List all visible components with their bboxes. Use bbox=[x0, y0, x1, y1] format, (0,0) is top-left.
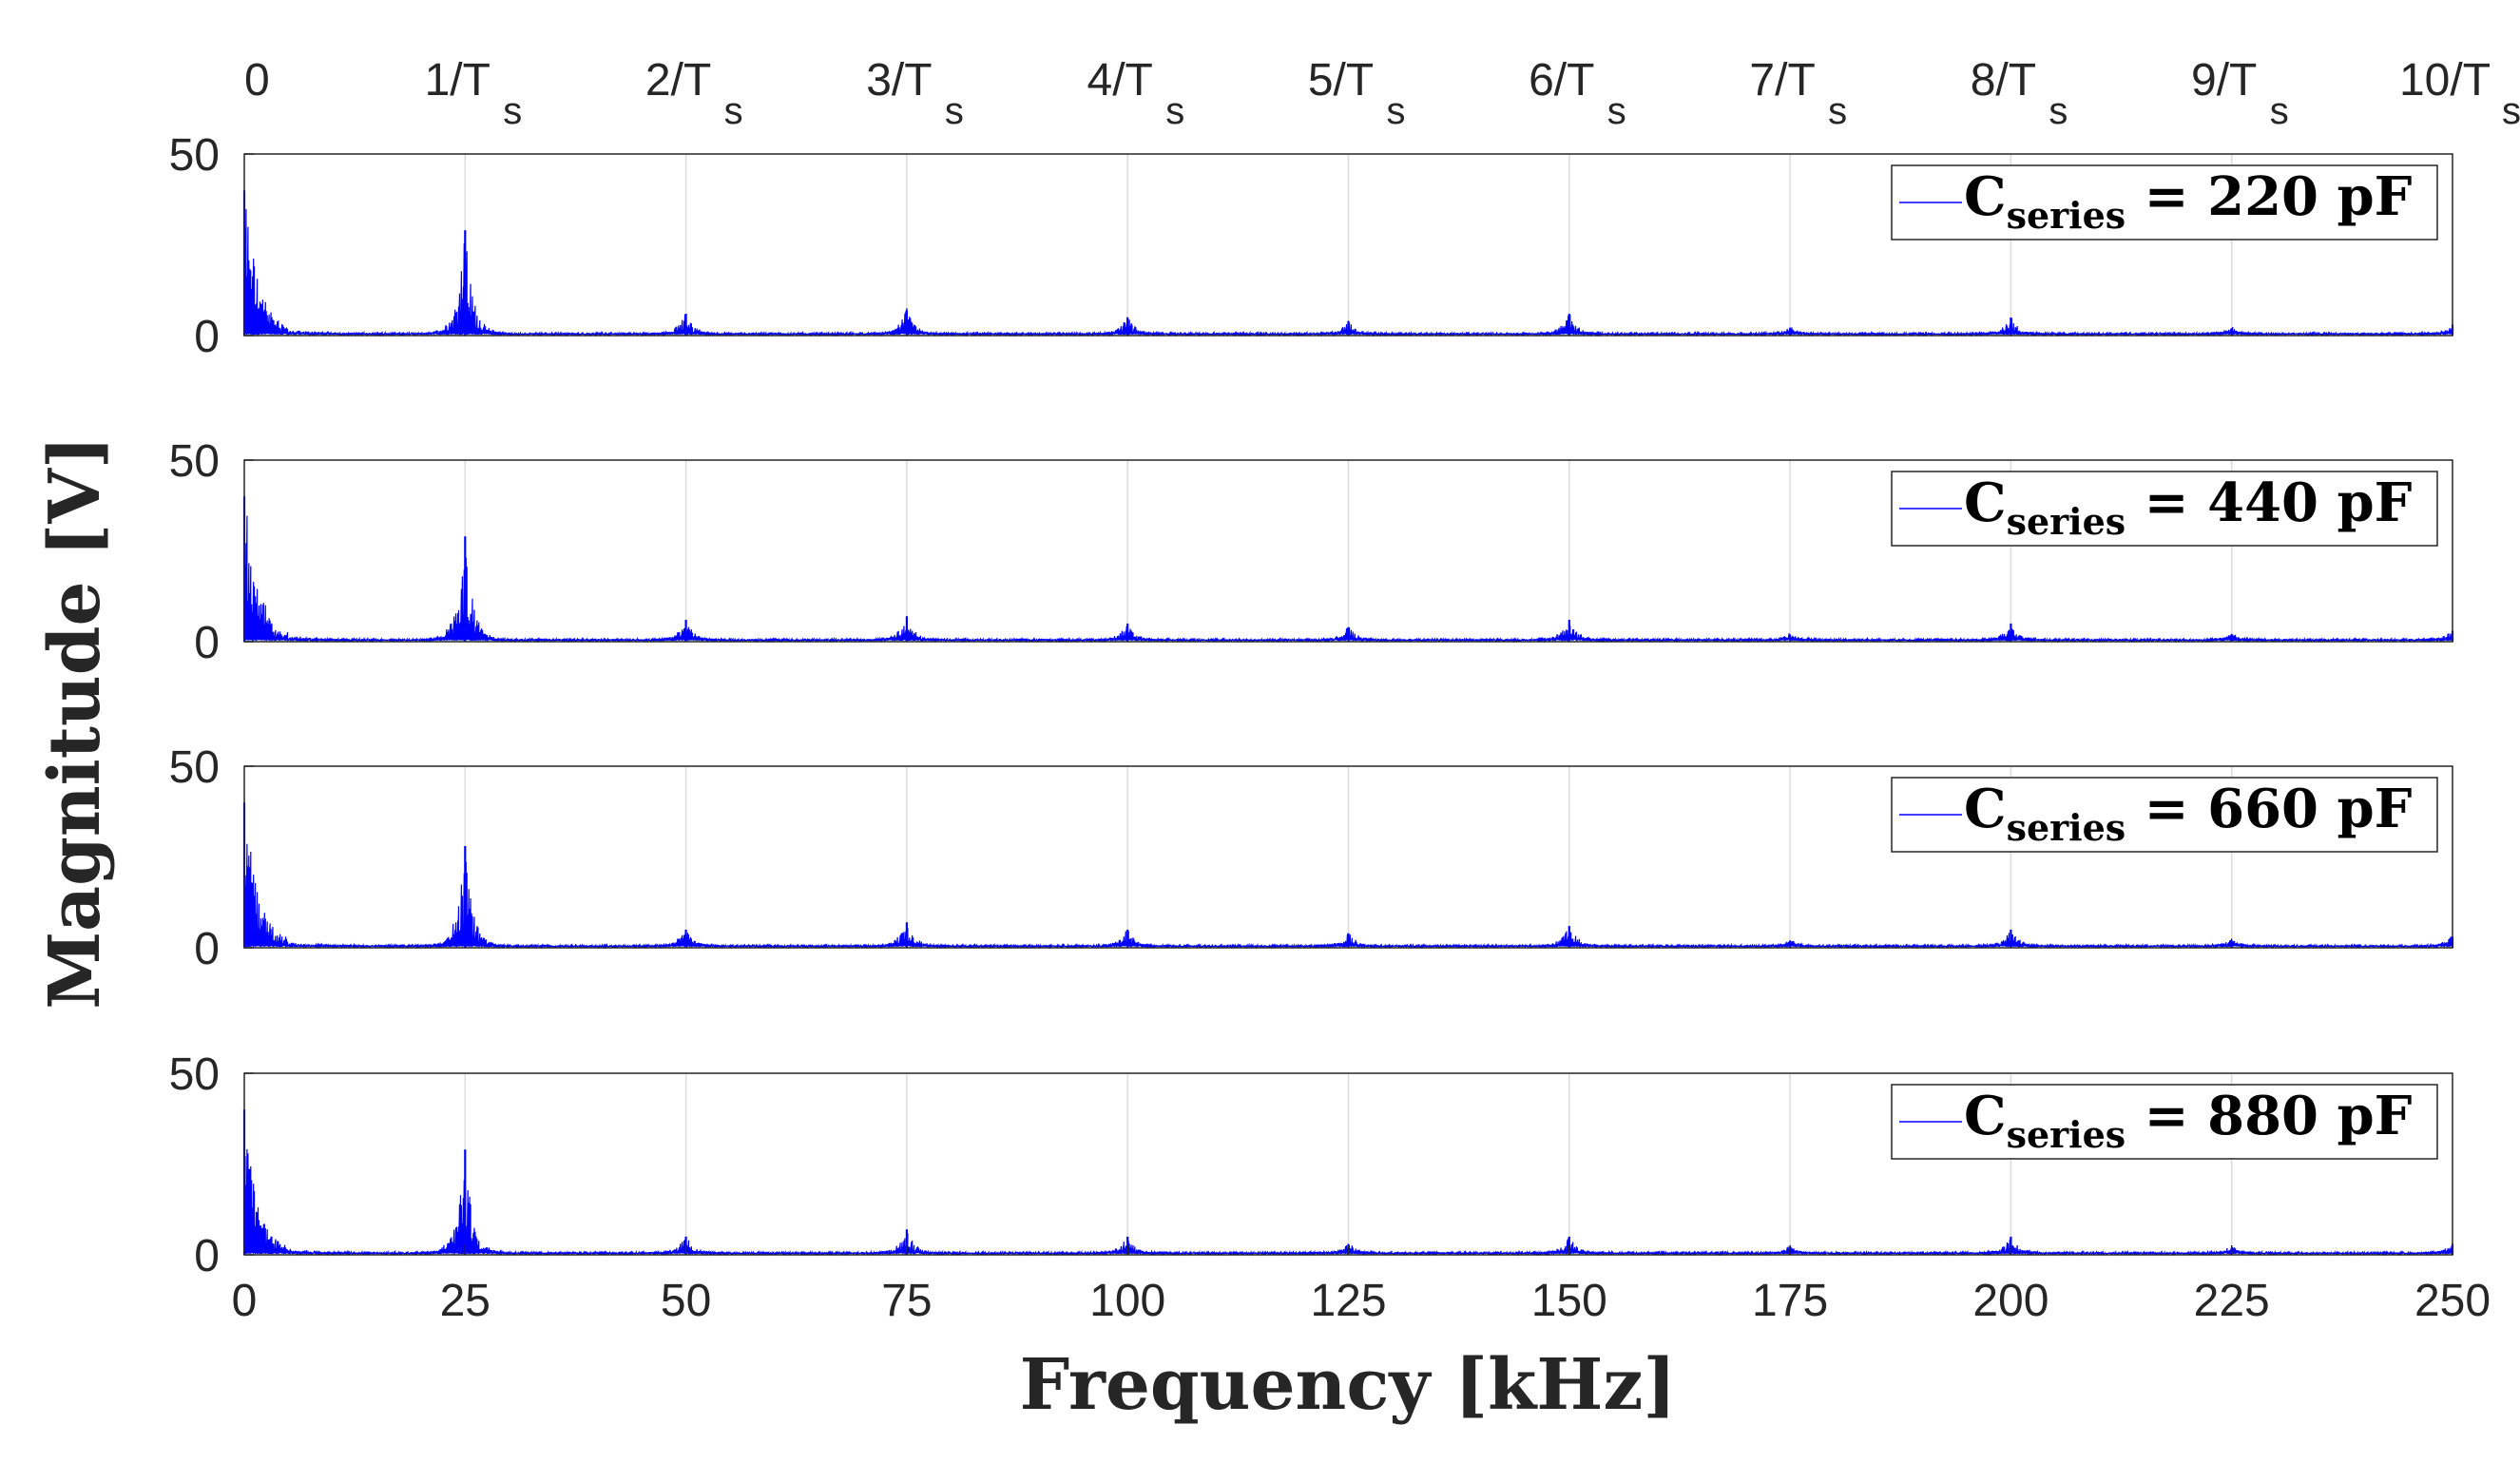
x-tick-labels: 0 25 50 75 100 125 150 175 200 225 250 bbox=[232, 1245, 2491, 1326]
y-axis-label: Magnitude [V] bbox=[34, 435, 116, 1010]
x-tick-label: 100 bbox=[1089, 1276, 1165, 1326]
legend-box bbox=[1891, 1084, 2438, 1160]
svg-text:9/T: 9/T bbox=[2191, 55, 2257, 106]
x-tick-label: 175 bbox=[1752, 1276, 1828, 1326]
legend-box bbox=[1891, 471, 2438, 547]
y-tick-label: 0 bbox=[194, 1231, 220, 1281]
subplot-3: 0 50 Cseries = 660 pF bbox=[169, 742, 2454, 974]
svg-text:s: s bbox=[2049, 90, 2068, 132]
axes-box bbox=[243, 765, 2453, 949]
svg-text:8/T: 8/T bbox=[1971, 55, 2036, 106]
y-tick-label: 0 bbox=[194, 924, 220, 974]
legend: Cseries = 660 pF bbox=[1891, 777, 2438, 853]
y-tick-label: 50 bbox=[169, 742, 220, 793]
top-tick-label: 2/T s bbox=[645, 55, 743, 132]
x-tick-label: 225 bbox=[2194, 1276, 2270, 1326]
svg-text:s: s bbox=[1607, 90, 1626, 132]
top-tick-label: 1/T s bbox=[425, 55, 523, 132]
y-tick-label: 0 bbox=[194, 312, 220, 362]
svg-text:s: s bbox=[2270, 90, 2289, 132]
x-tick-label: 250 bbox=[2414, 1276, 2491, 1326]
top-tick-label: 0 bbox=[244, 55, 270, 106]
y-tick-label: 50 bbox=[169, 436, 220, 487]
legend-box bbox=[1891, 164, 2438, 241]
svg-text:3/T: 3/T bbox=[866, 55, 932, 106]
svg-text:s: s bbox=[1387, 90, 1406, 132]
x-tick-label: 150 bbox=[1531, 1276, 1607, 1326]
y-tick-label: 50 bbox=[169, 130, 220, 181]
svg-text:0: 0 bbox=[244, 55, 270, 106]
subplot-panels: 0 50 Cseries = 220 pF 0 50 Cseries = 440 pF 0 5… bbox=[169, 130, 2454, 1281]
svg-text:s: s bbox=[1828, 90, 1847, 132]
legend-label: Cseries = 220 pF bbox=[1964, 165, 2413, 237]
svg-text:7/T: 7/T bbox=[1749, 55, 1815, 106]
x-axis-label: Frequency [kHz] bbox=[1020, 1344, 1677, 1426]
legend-label: Cseries = 880 pF bbox=[1964, 1085, 2413, 1156]
x-tick-label: 75 bbox=[881, 1276, 932, 1326]
svg-text:s: s bbox=[1165, 90, 1184, 132]
x-tick-label: 200 bbox=[1972, 1276, 2049, 1326]
y-tick-label: 50 bbox=[169, 1049, 220, 1100]
axes-box bbox=[243, 153, 2453, 337]
legend: Cseries = 440 pF bbox=[1891, 471, 2438, 547]
svg-text:s: s bbox=[2502, 90, 2520, 132]
svg-text:5/T: 5/T bbox=[1308, 55, 1374, 106]
top-tick-label: 9/T s bbox=[2191, 55, 2289, 132]
top-tick-label: 5/T s bbox=[1308, 55, 1406, 132]
svg-text:s: s bbox=[945, 90, 964, 132]
subplot-1: 0 50 Cseries = 220 pF bbox=[169, 130, 2454, 362]
svg-text:s: s bbox=[503, 90, 522, 132]
top-tick-label: 3/T s bbox=[866, 55, 964, 132]
svg-text:10/T: 10/T bbox=[2399, 55, 2491, 106]
legend: Cseries = 220 pF bbox=[1891, 164, 2438, 241]
top-tick-label: 10/T s bbox=[2399, 55, 2520, 132]
svg-text:4/T: 4/T bbox=[1087, 55, 1153, 106]
top-tick-label: 6/T s bbox=[1529, 55, 1626, 132]
legend-label: Cseries = 660 pF bbox=[1964, 778, 2413, 849]
svg-text:1/T: 1/T bbox=[425, 55, 491, 106]
x-tick-label: 125 bbox=[1310, 1276, 1386, 1326]
top-tick-label: 8/T s bbox=[1971, 55, 2068, 132]
top-tick-labels: 0 1/Ts2/Ts3/Ts4/Ts5/Ts6/Ts7/Ts8/Ts9/Ts10/… bbox=[244, 55, 2520, 132]
spectrum-trace bbox=[243, 843, 2453, 950]
svg-text:2/T: 2/T bbox=[645, 55, 711, 106]
axes-box bbox=[243, 459, 2453, 643]
top-tick-label: 4/T s bbox=[1087, 55, 1185, 132]
x-tick-label: 0 bbox=[232, 1276, 258, 1326]
subplot-2: 0 50 Cseries = 440 pF bbox=[169, 436, 2454, 668]
svg-text:6/T: 6/T bbox=[1529, 55, 1594, 106]
legend: Cseries = 880 pF bbox=[1891, 1084, 2438, 1160]
legend-box bbox=[1891, 777, 2438, 853]
x-tick-label: 25 bbox=[440, 1276, 491, 1326]
top-tick-label: 7/T s bbox=[1749, 55, 1847, 132]
svg-text:s: s bbox=[724, 90, 743, 132]
x-tick-label: 50 bbox=[661, 1276, 711, 1326]
y-tick-label: 0 bbox=[194, 618, 220, 668]
legend-label: Cseries = 440 pF bbox=[1964, 472, 2413, 543]
spectrum-trace bbox=[243, 209, 2453, 337]
subplot-4: 0 50 Cseries = 880 pF bbox=[169, 1049, 2454, 1281]
